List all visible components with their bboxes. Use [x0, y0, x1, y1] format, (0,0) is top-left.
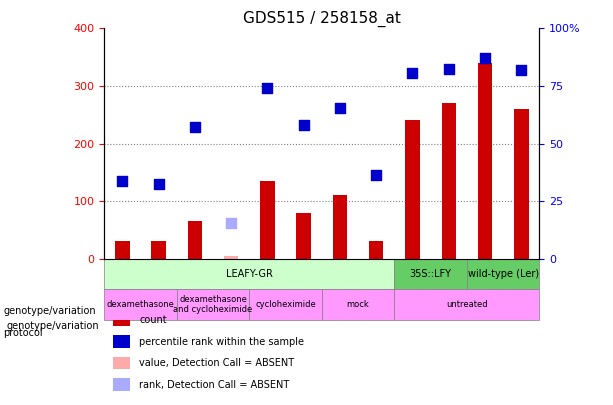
Text: rank, Detection Call = ABSENT: rank, Detection Call = ABSENT [139, 379, 289, 390]
Text: mock: mock [347, 300, 370, 309]
FancyBboxPatch shape [104, 290, 177, 320]
Point [226, 220, 236, 226]
FancyBboxPatch shape [394, 259, 467, 290]
Bar [441, 103, 456, 259]
Bar [113, 335, 131, 348]
FancyBboxPatch shape [467, 259, 539, 290]
Point [371, 172, 381, 179]
Bar [115, 241, 129, 259]
Bar [151, 241, 166, 259]
Text: dexamethasone
and cycloheximide: dexamethasone and cycloheximide [173, 295, 253, 314]
Bar [405, 120, 420, 259]
Bar [224, 256, 238, 259]
Title: GDS515 / 258158_at: GDS515 / 258158_at [243, 11, 401, 27]
FancyBboxPatch shape [249, 290, 322, 320]
Bar [260, 181, 275, 259]
Bar [224, 256, 238, 259]
Bar [478, 63, 492, 259]
FancyBboxPatch shape [177, 290, 249, 320]
Point [335, 104, 345, 111]
FancyBboxPatch shape [104, 259, 394, 290]
Bar [333, 195, 347, 259]
Point [408, 69, 417, 76]
Text: untreated: untreated [446, 300, 488, 309]
Text: count: count [139, 315, 167, 325]
Text: value, Detection Call = ABSENT: value, Detection Call = ABSENT [139, 358, 294, 368]
Bar [113, 378, 131, 391]
Bar [113, 357, 131, 369]
Point [118, 178, 128, 184]
Point [190, 124, 200, 131]
Text: percentile rank within the sample: percentile rank within the sample [139, 337, 304, 347]
Text: cycloheximide: cycloheximide [255, 300, 316, 309]
Bar [297, 213, 311, 259]
Point [516, 66, 526, 73]
Text: genotype/variation: genotype/variation [3, 306, 96, 316]
Point [444, 66, 454, 72]
Point [154, 181, 164, 187]
Text: LEAFY-GR: LEAFY-GR [226, 269, 273, 279]
FancyBboxPatch shape [322, 290, 394, 320]
Bar [188, 221, 202, 259]
Bar [514, 109, 528, 259]
Text: protocol: protocol [3, 328, 43, 338]
Bar [369, 241, 384, 259]
Text: 35S::LFY: 35S::LFY [409, 269, 452, 279]
Text: wild-type (Ler): wild-type (Ler) [468, 269, 539, 279]
Text: genotype/variation: genotype/variation [6, 321, 99, 331]
FancyBboxPatch shape [394, 290, 539, 320]
Point [262, 84, 272, 91]
Bar [113, 314, 131, 326]
Point [299, 122, 308, 128]
Point [480, 55, 490, 62]
Text: dexamethasone: dexamethasone [107, 300, 175, 309]
